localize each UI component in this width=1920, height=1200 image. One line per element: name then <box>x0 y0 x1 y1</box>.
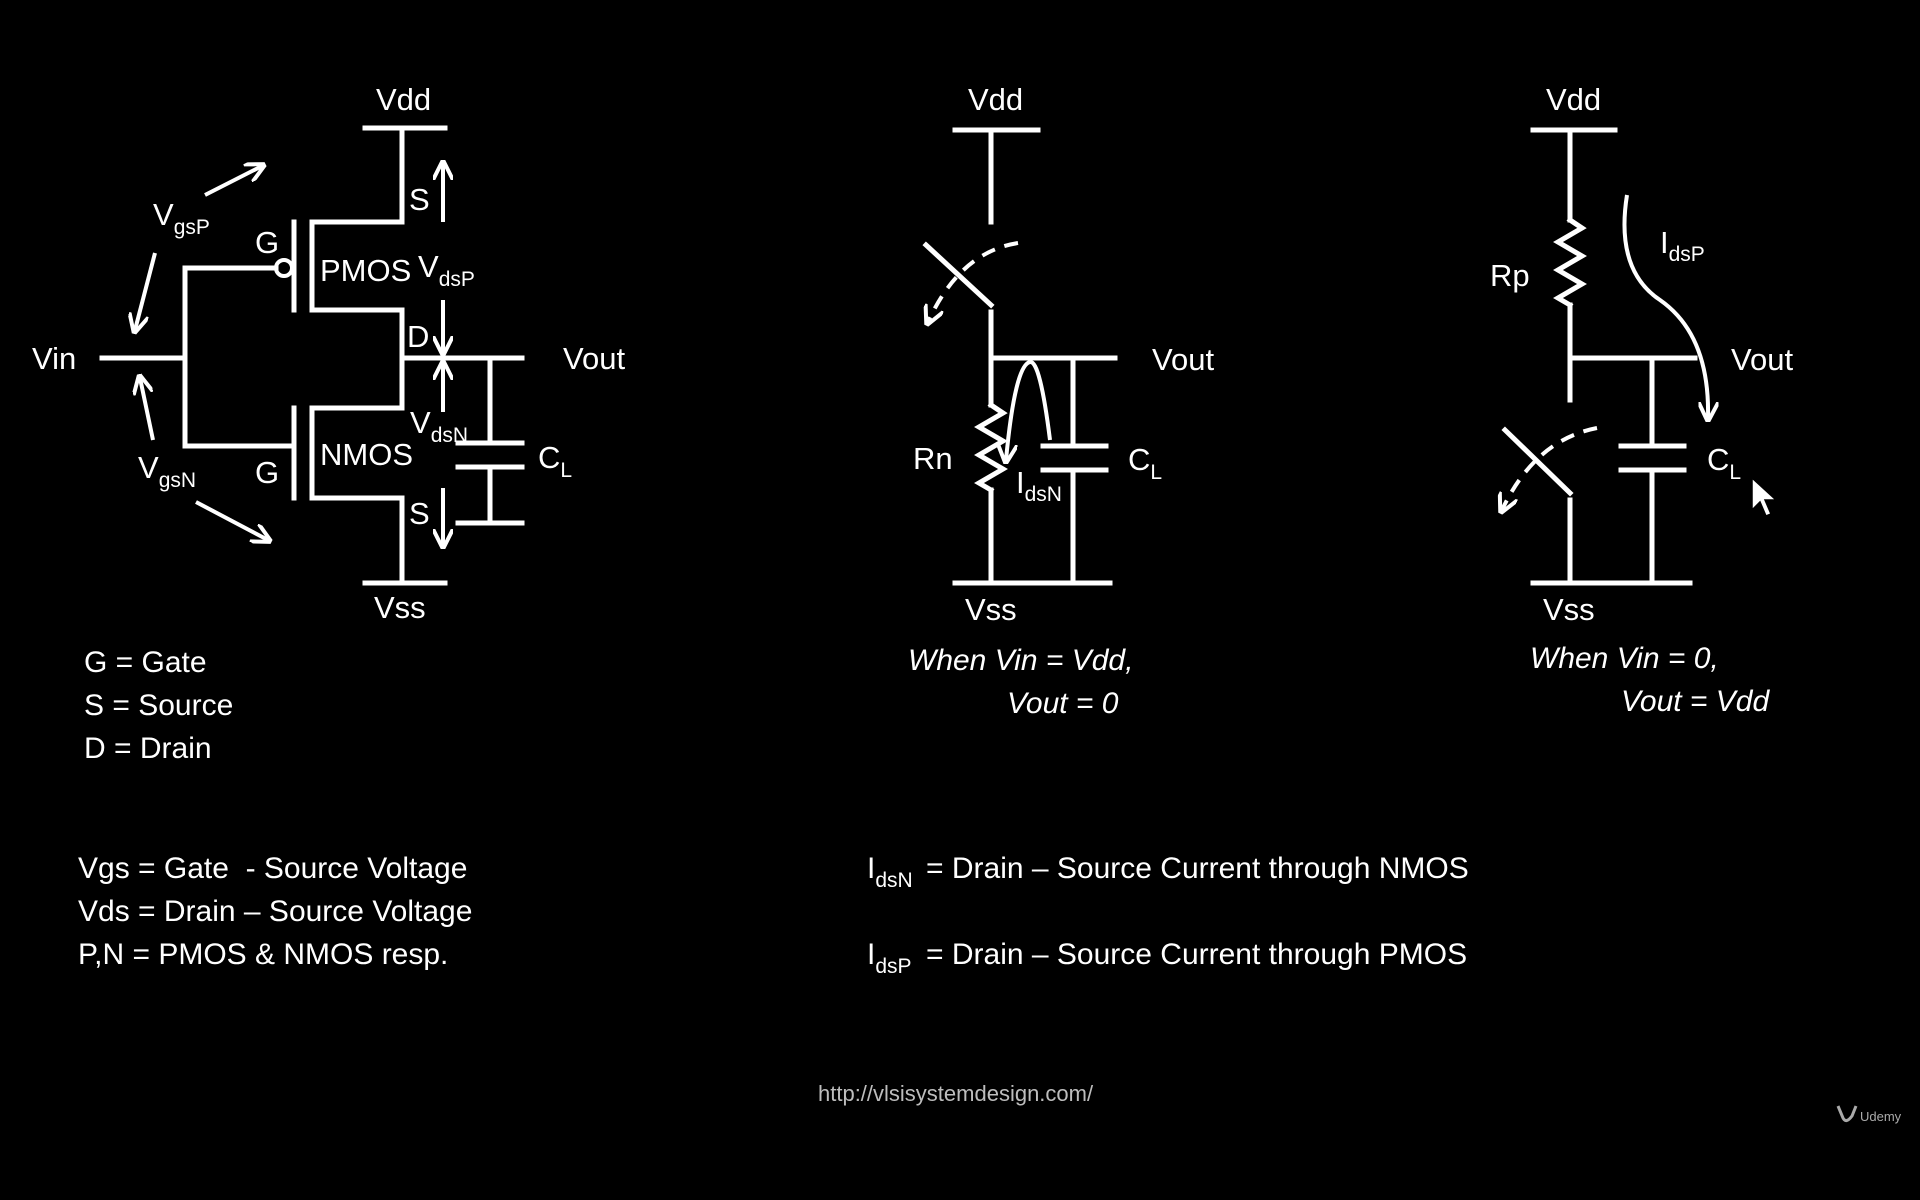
nmos-transistor <box>291 405 405 501</box>
charge-circuit: Vdd Vss Vout Rp IdsP CL When Vin = 0, Vo… <box>1490 82 1793 718</box>
vss-label-2: Vss <box>965 592 1017 627</box>
vss-label-1: Vss <box>374 590 426 625</box>
legend-line: P,N = PMOS & NMOS resp. <box>78 938 448 971</box>
cl-label-2: CL <box>1128 442 1162 484</box>
load-capacitor-1 <box>455 355 525 526</box>
voltage-legend: Vgs = Gate - Source Voltage Vds = Drain … <box>78 852 472 971</box>
vdsp-label: VdsP <box>418 249 475 291</box>
mouse-pointer-icon <box>1751 476 1778 517</box>
vss-label-3: Vss <box>1543 592 1595 627</box>
udemy-logo-icon <box>1836 1105 1858 1123</box>
legend-current-pmos: IdsP <box>867 938 912 978</box>
terminal-legend: G = Gate S = Source D = Drain <box>84 646 233 765</box>
cl-label-1: CL <box>538 440 572 482</box>
pmos-switch-open <box>922 241 1019 361</box>
vout-label-1: Vout <box>563 341 625 376</box>
legend-current-nmos: IdsN <box>867 852 913 892</box>
source-n-label: S <box>409 496 430 531</box>
resistor-rn <box>974 401 1008 494</box>
vgsp-arrow-up <box>204 166 262 197</box>
nmos-label: NMOS <box>320 437 413 472</box>
vgsp-arrow-down <box>135 252 157 330</box>
vgsn-arrow-down <box>195 500 268 540</box>
idsp-arrow <box>1622 194 1708 418</box>
drain-label: D <box>407 319 429 354</box>
inverter-circuit: Vdd Vss Vin Vout PMOS NMOS G G S D S Vgs… <box>32 82 625 625</box>
nmos-switch-open <box>1502 426 1598 586</box>
gate-n-label: G <box>255 455 279 490</box>
current-legend: IdsN = Drain – Source Current through NM… <box>867 852 1469 978</box>
idsn-arrow <box>1006 360 1052 460</box>
vgsn-label: VgsN <box>138 450 196 492</box>
caption-2-line2: Vout = 0 <box>1007 687 1119 720</box>
legend-current-pmos-text: = Drain – Source Current through PMOS <box>926 938 1467 971</box>
source-p-label: S <box>409 182 430 217</box>
idsp-label: IdsP <box>1660 225 1705 266</box>
legend-line: G = Gate <box>84 646 207 679</box>
brand-label: Udemy <box>1860 1109 1902 1124</box>
brand-watermark: Udemy <box>1836 1105 1902 1124</box>
rn-label: Rn <box>913 441 953 476</box>
legend-line: S = Source <box>84 689 233 722</box>
vout-label-3: Vout <box>1731 342 1793 377</box>
resistor-rp <box>1553 216 1587 309</box>
vdsn-label: VdsN <box>410 405 468 447</box>
vin-label: Vin <box>32 341 76 376</box>
legend-current-nmos-text: = Drain – Source Current through NMOS <box>926 852 1469 885</box>
gate-p-label: G <box>255 225 279 260</box>
cl-label-3: CL <box>1707 442 1741 484</box>
vdd-label-3: Vdd <box>1546 82 1601 117</box>
caption-3-line1: When Vin = 0, <box>1530 642 1719 675</box>
legend-line: D = Drain <box>84 732 212 765</box>
idsn-label: IdsN <box>1016 465 1062 506</box>
caption-2-line1: When Vin = Vdd, <box>908 644 1133 677</box>
vgsn-arrow-up <box>140 378 155 441</box>
pmos-label: PMOS <box>320 253 411 288</box>
vdd-label-1: Vdd <box>376 82 431 117</box>
rp-label: Rp <box>1490 258 1530 293</box>
legend-line: Vgs = Gate - Source Voltage <box>78 852 467 885</box>
footer-url: http://vlsisystemdesign.com/ <box>818 1081 1094 1106</box>
vout-label-2: Vout <box>1152 342 1214 377</box>
discharge-circuit: Vdd Vss Vout Rn IdsN CL When Vin = Vdd, … <box>908 82 1214 720</box>
caption-3-line2: Vout = Vdd <box>1621 685 1770 718</box>
vdd-label-2: Vdd <box>968 82 1023 117</box>
pmos-transistor <box>274 219 405 313</box>
vgsp-label: VgsP <box>153 197 210 239</box>
load-capacitor-2 <box>1040 355 1109 586</box>
legend-line: Vds = Drain – Source Voltage <box>78 895 472 928</box>
load-capacitor-3 <box>1618 355 1687 586</box>
